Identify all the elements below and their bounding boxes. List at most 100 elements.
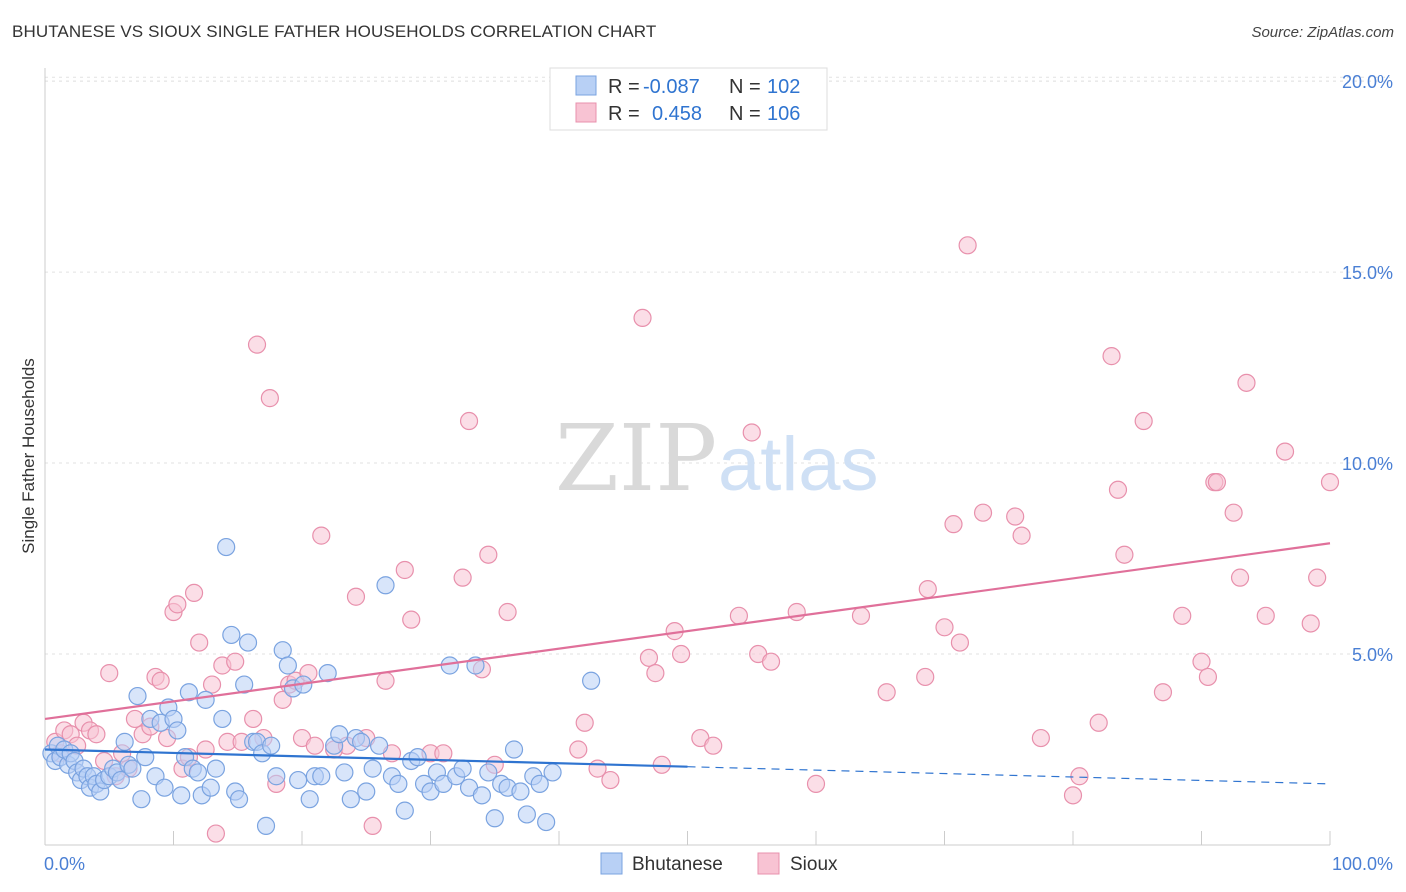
sioux-point xyxy=(168,595,187,614)
bottom-legend-swatch-bhutanese xyxy=(600,852,623,875)
bhutanese-point xyxy=(217,537,236,557)
grid-lines xyxy=(45,76,1390,655)
legend-n-label-2: N = xyxy=(729,103,761,125)
bhutanese-point xyxy=(330,725,349,744)
sioux-point xyxy=(260,389,279,408)
bhutanese-point xyxy=(115,732,134,751)
bhutanese-points xyxy=(42,537,601,836)
bhutanese-point xyxy=(408,748,427,767)
sioux-point xyxy=(1308,568,1327,587)
bhutanese-point xyxy=(111,770,130,790)
bottom-legend-swatch-sioux xyxy=(757,852,780,875)
bhutanese-point xyxy=(168,721,187,740)
bhutanese-point xyxy=(485,809,504,828)
sioux-point xyxy=(1173,606,1192,625)
legend-n-label-1: N = xyxy=(729,76,761,98)
sioux-point xyxy=(601,770,620,790)
legend-r-label-2: R = xyxy=(608,103,640,125)
bhutanese-point xyxy=(318,664,337,683)
bhutanese-point xyxy=(188,763,208,782)
bhutanese-trend-line-extension xyxy=(687,766,1331,785)
sioux-point xyxy=(916,667,935,687)
bhutanese-point xyxy=(363,759,382,778)
bhutanese-point xyxy=(213,709,232,729)
bhutanese-point xyxy=(543,763,562,782)
sioux-point xyxy=(244,709,263,729)
sioux-point xyxy=(944,515,963,534)
bhutanese-point xyxy=(312,767,331,786)
sioux-point xyxy=(346,587,366,606)
sioux-point xyxy=(575,713,594,732)
sioux-point xyxy=(958,236,977,255)
sioux-point xyxy=(100,664,119,683)
bhutanese-point xyxy=(222,625,241,645)
bhutanese-point xyxy=(341,790,360,809)
sioux-point xyxy=(479,545,498,564)
y-tick-label: 20.0% xyxy=(1342,72,1393,92)
sioux-point xyxy=(761,652,781,671)
bhutanese-point xyxy=(132,790,151,809)
legend-r-label-1: R = xyxy=(608,76,640,98)
bhutanese-point xyxy=(300,790,319,809)
sioux-point xyxy=(498,602,517,622)
bottom-legend: Bhutanese Sioux xyxy=(600,852,838,875)
sioux-point xyxy=(1070,767,1089,786)
watermark-zip: ZIP xyxy=(555,405,717,512)
bhutanese-point xyxy=(395,801,414,820)
bhutanese-point xyxy=(179,683,199,702)
sioux-point xyxy=(569,740,588,759)
sioux-point xyxy=(1237,373,1256,392)
bhutanese-point xyxy=(352,732,371,751)
bhutanese-trend-line xyxy=(44,748,688,768)
bhutanese-point xyxy=(155,778,174,797)
watermark: ZIP atlas xyxy=(555,405,879,512)
sioux-point xyxy=(877,683,896,702)
bhutanese-point xyxy=(389,774,408,793)
y-axis-label: Single Father Households xyxy=(19,358,38,554)
sioux-point xyxy=(395,560,414,580)
sioux-point xyxy=(453,568,472,587)
bhutanese-point xyxy=(201,778,220,797)
sioux-point xyxy=(1006,507,1025,526)
bhutanese-point xyxy=(582,671,601,690)
bhutanese-point xyxy=(504,740,524,759)
sioux-points xyxy=(46,236,1340,843)
legend-n-value-bhutanese: 102 xyxy=(767,76,800,98)
sioux-point xyxy=(1108,480,1128,499)
sioux-point xyxy=(402,610,421,629)
sioux-point xyxy=(1275,442,1295,461)
sioux-point xyxy=(1012,526,1031,545)
bhutanese-point xyxy=(370,736,389,755)
sioux-point xyxy=(973,503,993,522)
bhutanese-point xyxy=(511,782,530,801)
sioux-point xyxy=(1224,503,1243,522)
sioux-point xyxy=(1256,606,1275,625)
x-tick-label: 0.0% xyxy=(44,854,85,874)
sioux-point xyxy=(1134,411,1153,431)
bhutanese-point xyxy=(123,759,142,778)
sioux-point xyxy=(226,652,245,671)
sioux-point xyxy=(1207,473,1227,492)
sioux-point xyxy=(202,675,222,694)
sioux-point xyxy=(247,335,267,354)
sioux-point xyxy=(273,690,292,709)
sioux-point xyxy=(935,618,954,637)
sioux-point xyxy=(363,816,382,836)
sioux-point xyxy=(1320,473,1340,492)
bhutanese-point xyxy=(273,641,292,660)
chart-title: BHUTANESE VS SIOUX SINGLE FATHER HOUSEHO… xyxy=(12,22,657,41)
bottom-legend-label-sioux: Sioux xyxy=(790,854,838,875)
bhutanese-point xyxy=(256,816,276,836)
sioux-point xyxy=(1031,728,1050,748)
sioux-point xyxy=(742,423,761,442)
sioux-point xyxy=(950,633,970,652)
sioux-point xyxy=(729,606,749,625)
bhutanese-point xyxy=(128,686,147,706)
sioux-point xyxy=(184,583,204,603)
bottom-legend-label-bhutanese: Bhutanese xyxy=(632,854,723,875)
sioux-point xyxy=(312,526,331,545)
bhutanese-point xyxy=(357,782,376,801)
bhutanese-point xyxy=(196,690,215,709)
bhutanese-point xyxy=(206,759,226,778)
